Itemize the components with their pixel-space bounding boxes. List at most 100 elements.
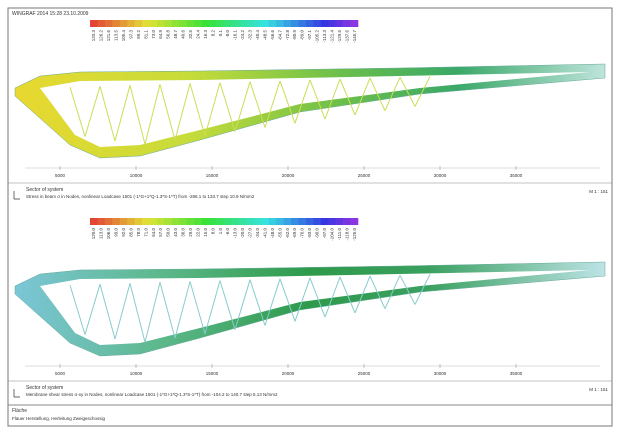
legend-swatch: [246, 20, 254, 27]
legend-label: -113.3: [322, 30, 327, 43]
legend-label: -97.0: [322, 228, 327, 239]
axis-label: 10000: [130, 173, 143, 178]
legend-label: -40.4: [255, 30, 260, 41]
legend-swatch: [194, 20, 202, 27]
legend-swatch: [105, 218, 113, 225]
legend-label: 97.3: [128, 30, 133, 39]
legend-swatch: [306, 20, 314, 27]
legend-label: 89.2: [136, 30, 141, 39]
legend-label: 120.0: [91, 228, 96, 240]
legend-label: -118.0: [344, 228, 349, 241]
legend-swatch: [209, 20, 217, 27]
legend-swatch: [328, 218, 336, 225]
legend-label: -13.0: [233, 228, 238, 239]
legend-swatch: [321, 20, 329, 27]
legend-label: 48.7: [173, 30, 178, 39]
legend-label: 0.1: [218, 30, 223, 37]
legend-swatch: [127, 218, 135, 225]
legend-label: -83.0: [307, 228, 312, 239]
legend-swatch: [231, 218, 239, 225]
axis-label: 20000: [282, 371, 295, 376]
legend-label: -121.4: [329, 30, 334, 43]
legend-swatch: [321, 218, 329, 225]
legend-swatch: [313, 218, 321, 225]
legend-label: 99.0: [114, 228, 119, 237]
legend-swatch: [157, 218, 165, 225]
legend-label: 43.0: [173, 228, 178, 237]
legend-swatch: [269, 218, 277, 225]
legend-label: -105.2: [315, 30, 320, 43]
legend-label: -24.2: [240, 30, 245, 41]
legend-swatch: [164, 218, 172, 225]
axis-label: 25000: [358, 173, 371, 178]
legend-swatch: [239, 218, 247, 225]
axis-label: 15000: [206, 173, 219, 178]
legend-swatch: [298, 218, 306, 225]
legend-swatch: [120, 20, 128, 27]
caption-scale: M 1 : 151: [589, 387, 608, 392]
legend-swatch: [120, 218, 128, 225]
legend-label: -90.0: [315, 228, 320, 239]
legend-swatch: [187, 218, 195, 225]
legend-label: 29.0: [188, 228, 193, 237]
legend-swatch: [217, 20, 225, 27]
legend-label: -125.0: [352, 228, 357, 241]
legend-swatch: [313, 20, 321, 27]
legend-swatch: [224, 218, 232, 225]
legend-label: -6.0: [225, 228, 230, 236]
axis-label: 20000: [282, 173, 295, 178]
legend-swatch: [276, 20, 284, 27]
legend-swatch: [135, 20, 143, 27]
legend-swatch: [306, 218, 314, 225]
legend-swatch: [254, 218, 262, 225]
legend-swatch: [239, 20, 247, 27]
legend-swatch: [261, 218, 269, 225]
legend-swatch: [269, 20, 277, 27]
legend-label: -64.7: [277, 30, 282, 41]
caption-text: Stress in beam σ in Nodes, nonlinear Loa…: [26, 194, 255, 199]
caption-text: Membrane shear stress σ-xy in Nodes, non…: [26, 392, 278, 397]
legend-swatch: [231, 20, 239, 27]
legend-swatch: [127, 20, 135, 27]
legend-swatch: [179, 20, 187, 27]
legend-label: 15.0: [203, 228, 208, 237]
legend-swatch: [105, 20, 113, 27]
legend-swatch: [172, 20, 180, 27]
legend-label: -80.9: [292, 30, 297, 41]
legend-swatch: [202, 20, 210, 27]
legend-swatch: [336, 20, 344, 27]
legend-label: -32.3: [248, 30, 253, 41]
screenshot: WINGRAF 2014 15:28 23.10.2009 Fläche Fla…: [0, 0, 618, 432]
legend-swatch: [172, 218, 180, 225]
axis-label: 25000: [358, 371, 371, 376]
legend-label: 121.6: [106, 30, 111, 42]
legend-label: 85.0: [128, 228, 133, 237]
legend-label: -48.5: [262, 30, 267, 41]
axis-label: 5000: [55, 173, 66, 178]
legend-label: 92.0: [121, 228, 126, 237]
legend-swatch: [351, 218, 359, 225]
axis-label: 30000: [434, 173, 447, 178]
legend-label: 40.6: [181, 30, 186, 39]
legend-swatch: [157, 20, 165, 27]
legend-label: 16.3: [203, 30, 208, 39]
axis-label: 35000: [510, 173, 523, 178]
legend-swatch: [90, 218, 98, 225]
legend-swatch: [97, 218, 105, 225]
legend-label: 113.5: [114, 30, 119, 41]
legend-swatch: [291, 218, 299, 225]
axis-label: 5000: [55, 371, 66, 376]
legend-swatch: [336, 218, 344, 225]
legend-label: 73.0: [151, 30, 156, 39]
legend-swatch: [298, 20, 306, 27]
legend-swatch: [246, 218, 254, 225]
legend-swatch: [150, 218, 158, 225]
legend-label: 78.0: [136, 228, 141, 237]
legend-swatch: [224, 20, 232, 27]
axis-label: 35000: [510, 371, 523, 376]
header: WINGRAF 2014 15:28 23.10.2009: [12, 11, 89, 17]
legend-label: 64.0: [151, 228, 156, 237]
legend-swatch: [291, 20, 299, 27]
legend-label: 126.2: [99, 30, 104, 42]
legend-swatch: [261, 20, 269, 27]
